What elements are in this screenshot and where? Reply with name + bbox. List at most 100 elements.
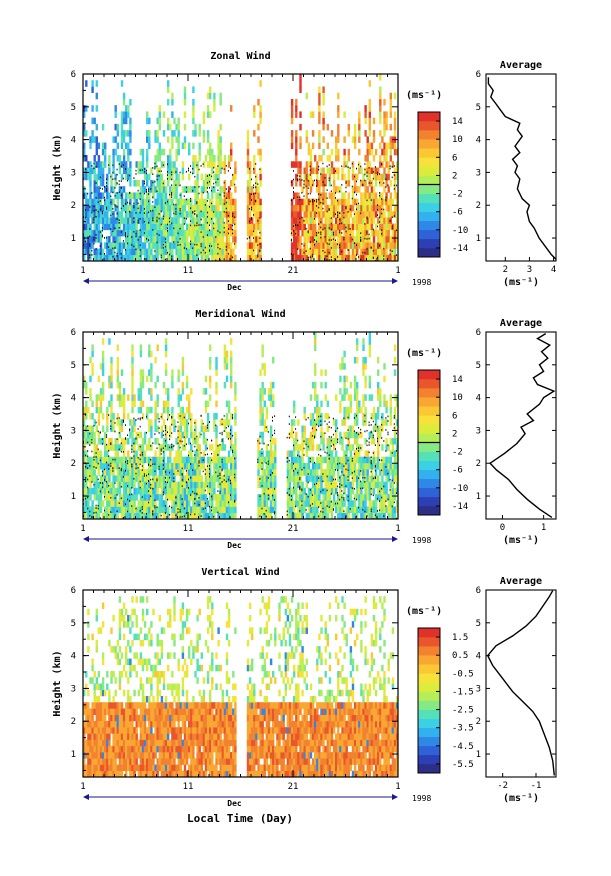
profile-x-tick-label: 2 xyxy=(503,265,508,275)
profile-x-axis-title: (ms⁻¹) xyxy=(503,535,539,546)
x-tick-label: 1 xyxy=(395,782,400,792)
y-axis-title: Height (km) xyxy=(51,650,63,716)
x-tick-label: 1 xyxy=(80,524,85,534)
colorbar-swatch xyxy=(418,673,440,683)
month-bar-arrow xyxy=(392,278,398,284)
y-tick-label: 1 xyxy=(71,492,76,502)
year-label: 1998 xyxy=(412,794,431,803)
colorbar-tick-label: 14 xyxy=(452,375,463,385)
colorbar-swatch xyxy=(418,193,440,203)
colorbar-swatch xyxy=(418,247,440,258)
colorbar-swatch xyxy=(418,700,440,710)
colorbar-swatch xyxy=(418,370,440,380)
colorbar-swatch xyxy=(418,487,440,498)
profile-x-tick-label: -2 xyxy=(497,781,508,791)
colorbar-swatch xyxy=(418,451,440,461)
colorbar-swatch xyxy=(418,415,440,425)
profile-y-tick-label: 6 xyxy=(476,586,481,596)
profile-line xyxy=(487,77,557,260)
colorbar-tick-label: 1.5 xyxy=(452,633,468,643)
profile-y-tick-label: 3 xyxy=(476,168,481,178)
colorbar-swatch xyxy=(418,397,440,407)
panel-title: Zonal Wind xyxy=(210,50,270,62)
profile-x-tick-label: -1 xyxy=(531,781,542,791)
colorbar-tick-label: 0.5 xyxy=(452,651,468,661)
month-bar-arrow xyxy=(83,794,89,800)
heatmap-cells xyxy=(83,596,398,777)
colorbar-tick-label: -5.5 xyxy=(452,760,474,770)
colorbar-swatch xyxy=(418,130,440,140)
colorbar-tick-label: -6 xyxy=(452,208,463,218)
y-tick-label: 2 xyxy=(71,717,76,727)
colorbar-swatch xyxy=(418,220,440,231)
colorbar-swatch xyxy=(418,388,440,398)
x-tick-label: 11 xyxy=(183,524,194,534)
profile-y-tick-label: 1 xyxy=(476,492,481,502)
colorbar-tick-label: 2 xyxy=(452,429,457,439)
profile-y-tick-label: 5 xyxy=(476,361,481,371)
y-tick-label: 3 xyxy=(71,426,76,436)
colorbar-swatch xyxy=(418,478,440,489)
colorbar-swatch xyxy=(418,505,440,516)
x-tick-label: 1 xyxy=(395,524,400,534)
colorbar-swatch xyxy=(418,727,440,738)
colorbar-unit-label: (ms⁻¹) xyxy=(406,348,442,359)
x-tick-label: 21 xyxy=(288,266,299,276)
profile-x-tick-label: 4 xyxy=(551,265,556,275)
month-bar-arrow xyxy=(83,536,89,542)
y-tick-label: 5 xyxy=(71,619,76,629)
y-tick-label: 3 xyxy=(71,684,76,694)
profile-y-tick-label: 5 xyxy=(476,103,481,113)
colorbar-swatch xyxy=(418,763,440,774)
y-axis-title: Height (km) xyxy=(51,134,63,200)
colorbar-swatch xyxy=(418,424,440,434)
colorbar-swatch xyxy=(418,745,440,756)
colorbar-swatch xyxy=(418,229,440,240)
colorbar-swatch xyxy=(418,496,440,507)
colorbar-tick-label: -3.5 xyxy=(452,724,474,734)
colorbar-unit-label: (ms⁻¹) xyxy=(406,90,442,101)
x-tick-label: 21 xyxy=(288,782,299,792)
x-tick-label: 11 xyxy=(183,266,194,276)
colorbar-swatch xyxy=(418,211,440,222)
profile-x-axis-title: (ms⁻¹) xyxy=(503,277,539,288)
colorbar-tick-label: -1.5 xyxy=(452,687,474,697)
y-axis-title: Height (km) xyxy=(51,392,63,458)
colorbar-swatch xyxy=(418,139,440,149)
profile-frame xyxy=(485,589,557,778)
colorbar-swatch xyxy=(418,175,440,185)
profile-y-tick-label: 4 xyxy=(476,394,481,404)
y-tick-label: 5 xyxy=(71,103,76,113)
y-tick-label: 5 xyxy=(71,361,76,371)
colorbar-tick-label: -6 xyxy=(452,466,463,476)
colorbar-swatch xyxy=(418,691,440,701)
figure-x-axis-title: Local Time (Day) xyxy=(187,812,293,825)
colorbar-tick-label: -10 xyxy=(452,226,468,236)
profile-x-tick-label: 1 xyxy=(541,523,546,533)
colorbar-swatch xyxy=(418,238,440,249)
profile-y-tick-label: 2 xyxy=(476,459,481,469)
colorbar-swatch xyxy=(418,379,440,389)
month-label: Dec xyxy=(227,799,242,808)
y-tick-label: 6 xyxy=(71,70,76,80)
colorbar-tick-label: 10 xyxy=(452,393,463,403)
colorbar-tick-label: -2 xyxy=(452,190,463,200)
y-tick-label: 4 xyxy=(71,136,76,146)
colorbar-swatch xyxy=(418,646,440,656)
profile-y-tick-label: 6 xyxy=(476,70,481,80)
colorbar-unit-label: (ms⁻¹) xyxy=(406,606,442,617)
colorbar-tick-label: 14 xyxy=(452,117,463,127)
heatmap-cells xyxy=(83,74,398,261)
colorbar-swatch xyxy=(418,157,440,167)
y-tick-label: 3 xyxy=(71,168,76,178)
profile-y-tick-label: 3 xyxy=(476,426,481,436)
month-bar-arrow xyxy=(392,794,398,800)
y-tick-label: 4 xyxy=(71,652,76,662)
x-tick-label: 1 xyxy=(80,782,85,792)
profile-line xyxy=(486,590,555,776)
profile-y-tick-label: 2 xyxy=(476,717,481,727)
colorbar-swatch xyxy=(418,718,440,728)
